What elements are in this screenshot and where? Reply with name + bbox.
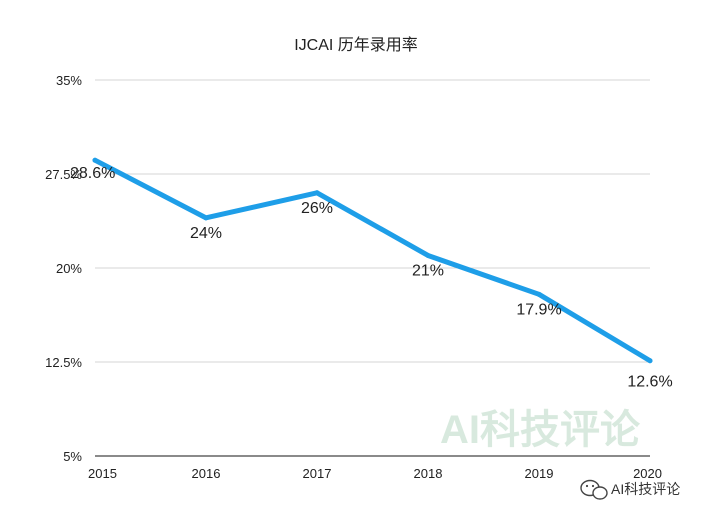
data-labels: 28.6% 24% 26% 21% 17.9% 12.6% xyxy=(70,165,673,391)
x-tick-label: 2015 xyxy=(88,466,117,481)
data-label: 28.6% xyxy=(70,165,115,182)
y-tick-label: 35% xyxy=(56,73,82,88)
data-point xyxy=(536,291,542,297)
data-point xyxy=(203,215,209,221)
x-tick-label: 2019 xyxy=(525,466,554,481)
data-label: 17.9% xyxy=(516,301,561,318)
wechat-account-name: AI科技评论 xyxy=(611,481,680,497)
series-line xyxy=(92,157,653,364)
chart-title: IJCAI 历年录用率 xyxy=(294,36,418,54)
x-tick-label: 2020 xyxy=(633,466,662,481)
y-tick-label: 27.5% xyxy=(45,167,82,182)
y-tick-label: 20% xyxy=(56,261,82,276)
wechat-icon xyxy=(580,479,608,500)
x-tick-label: 2018 xyxy=(414,466,443,481)
x-axis-ticks: 2015 2016 2017 2018 2019 2020 xyxy=(88,466,662,481)
data-point xyxy=(647,358,653,364)
x-tick-label: 2016 xyxy=(192,466,221,481)
data-label: 12.6% xyxy=(627,374,672,391)
data-label: 26% xyxy=(301,200,333,217)
data-point xyxy=(92,157,98,163)
wechat-watermark: AI科技评论 xyxy=(580,479,680,500)
y-tick-label: 5% xyxy=(63,449,82,464)
watermark-text: AI科技评论 xyxy=(440,408,641,452)
data-points xyxy=(92,157,653,364)
y-tick-label: 12.5% xyxy=(45,355,82,370)
y-axis-ticks: 5% 12.5% 20% 27.5% 35% xyxy=(45,73,82,464)
data-label: 24% xyxy=(190,225,222,242)
data-point xyxy=(314,190,320,196)
data-point xyxy=(425,252,431,258)
data-label: 21% xyxy=(412,262,444,279)
grid-lines xyxy=(95,79,650,363)
x-tick-label: 2017 xyxy=(303,466,332,481)
